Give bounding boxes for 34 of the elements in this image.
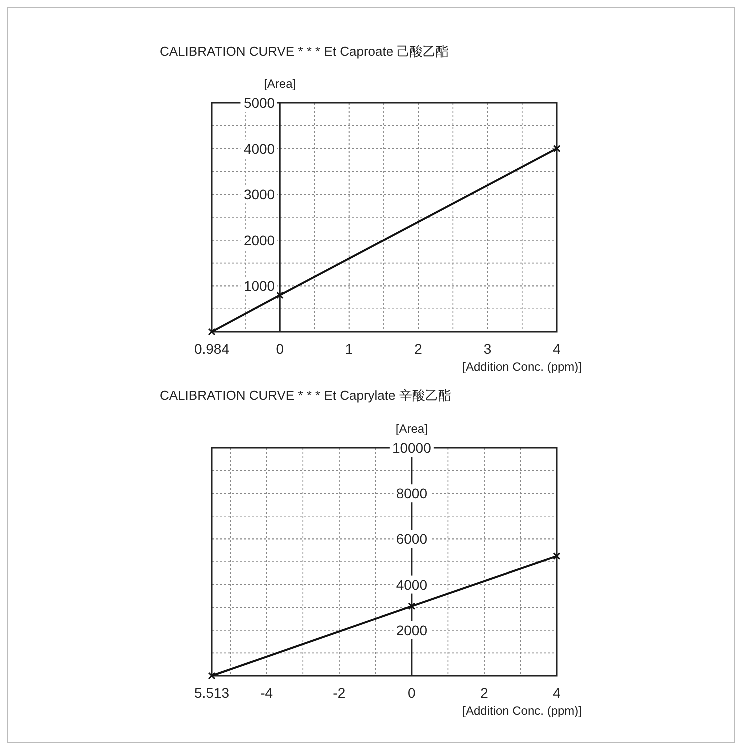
x-tick-label: 5.513 [194, 685, 230, 701]
y-tick-label: 5000 [244, 95, 276, 111]
y-tick-label: 10000 [392, 440, 432, 456]
y-tick-label: 8000 [396, 486, 428, 502]
x-tick-label: 1 [345, 341, 354, 357]
y-tick-label: 4000 [396, 576, 428, 593]
x-axis-title: [Addition Conc. (ppm)] [462, 360, 582, 374]
y-tick-label: 2000 [396, 622, 428, 638]
point [208, 328, 216, 336]
x-tick-label: -4 [260, 685, 274, 701]
y-tick-label: 4000 [244, 140, 276, 157]
point [276, 292, 284, 300]
chart-title: CALIBRATION CURVE * * * Et Caprylate 辛酸乙酯 [160, 388, 452, 403]
x-tick-label: 0 [408, 685, 416, 701]
x-tick-label: 2 [480, 685, 489, 701]
y-tick-label: 3000 [244, 186, 276, 203]
y-tick-label: 1000 [244, 278, 276, 294]
x-tick-label: 2 [414, 341, 423, 357]
x-tick-label: 4 [553, 341, 562, 357]
x-tick-label: 4 [553, 685, 562, 701]
x-tick-label: 0 [276, 341, 284, 357]
x-tick-label: 3 [484, 341, 492, 357]
y-axis-title: [Area] [264, 77, 296, 91]
chart-title: CALIBRATION CURVE * * * Et Caproate 己酸乙酯 [160, 44, 450, 59]
x-tick-label: -2 [333, 685, 346, 701]
y-tick-label: 6000 [396, 531, 428, 548]
point [408, 602, 416, 610]
point [553, 145, 561, 153]
y-tick-label: 2000 [244, 232, 276, 248]
point [553, 552, 561, 560]
y-axis-title: [Area] [396, 422, 428, 436]
x-tick-label: 0.984 [194, 341, 230, 357]
point [208, 672, 216, 680]
x-axis-title: [Addition Conc. (ppm)] [462, 704, 582, 718]
